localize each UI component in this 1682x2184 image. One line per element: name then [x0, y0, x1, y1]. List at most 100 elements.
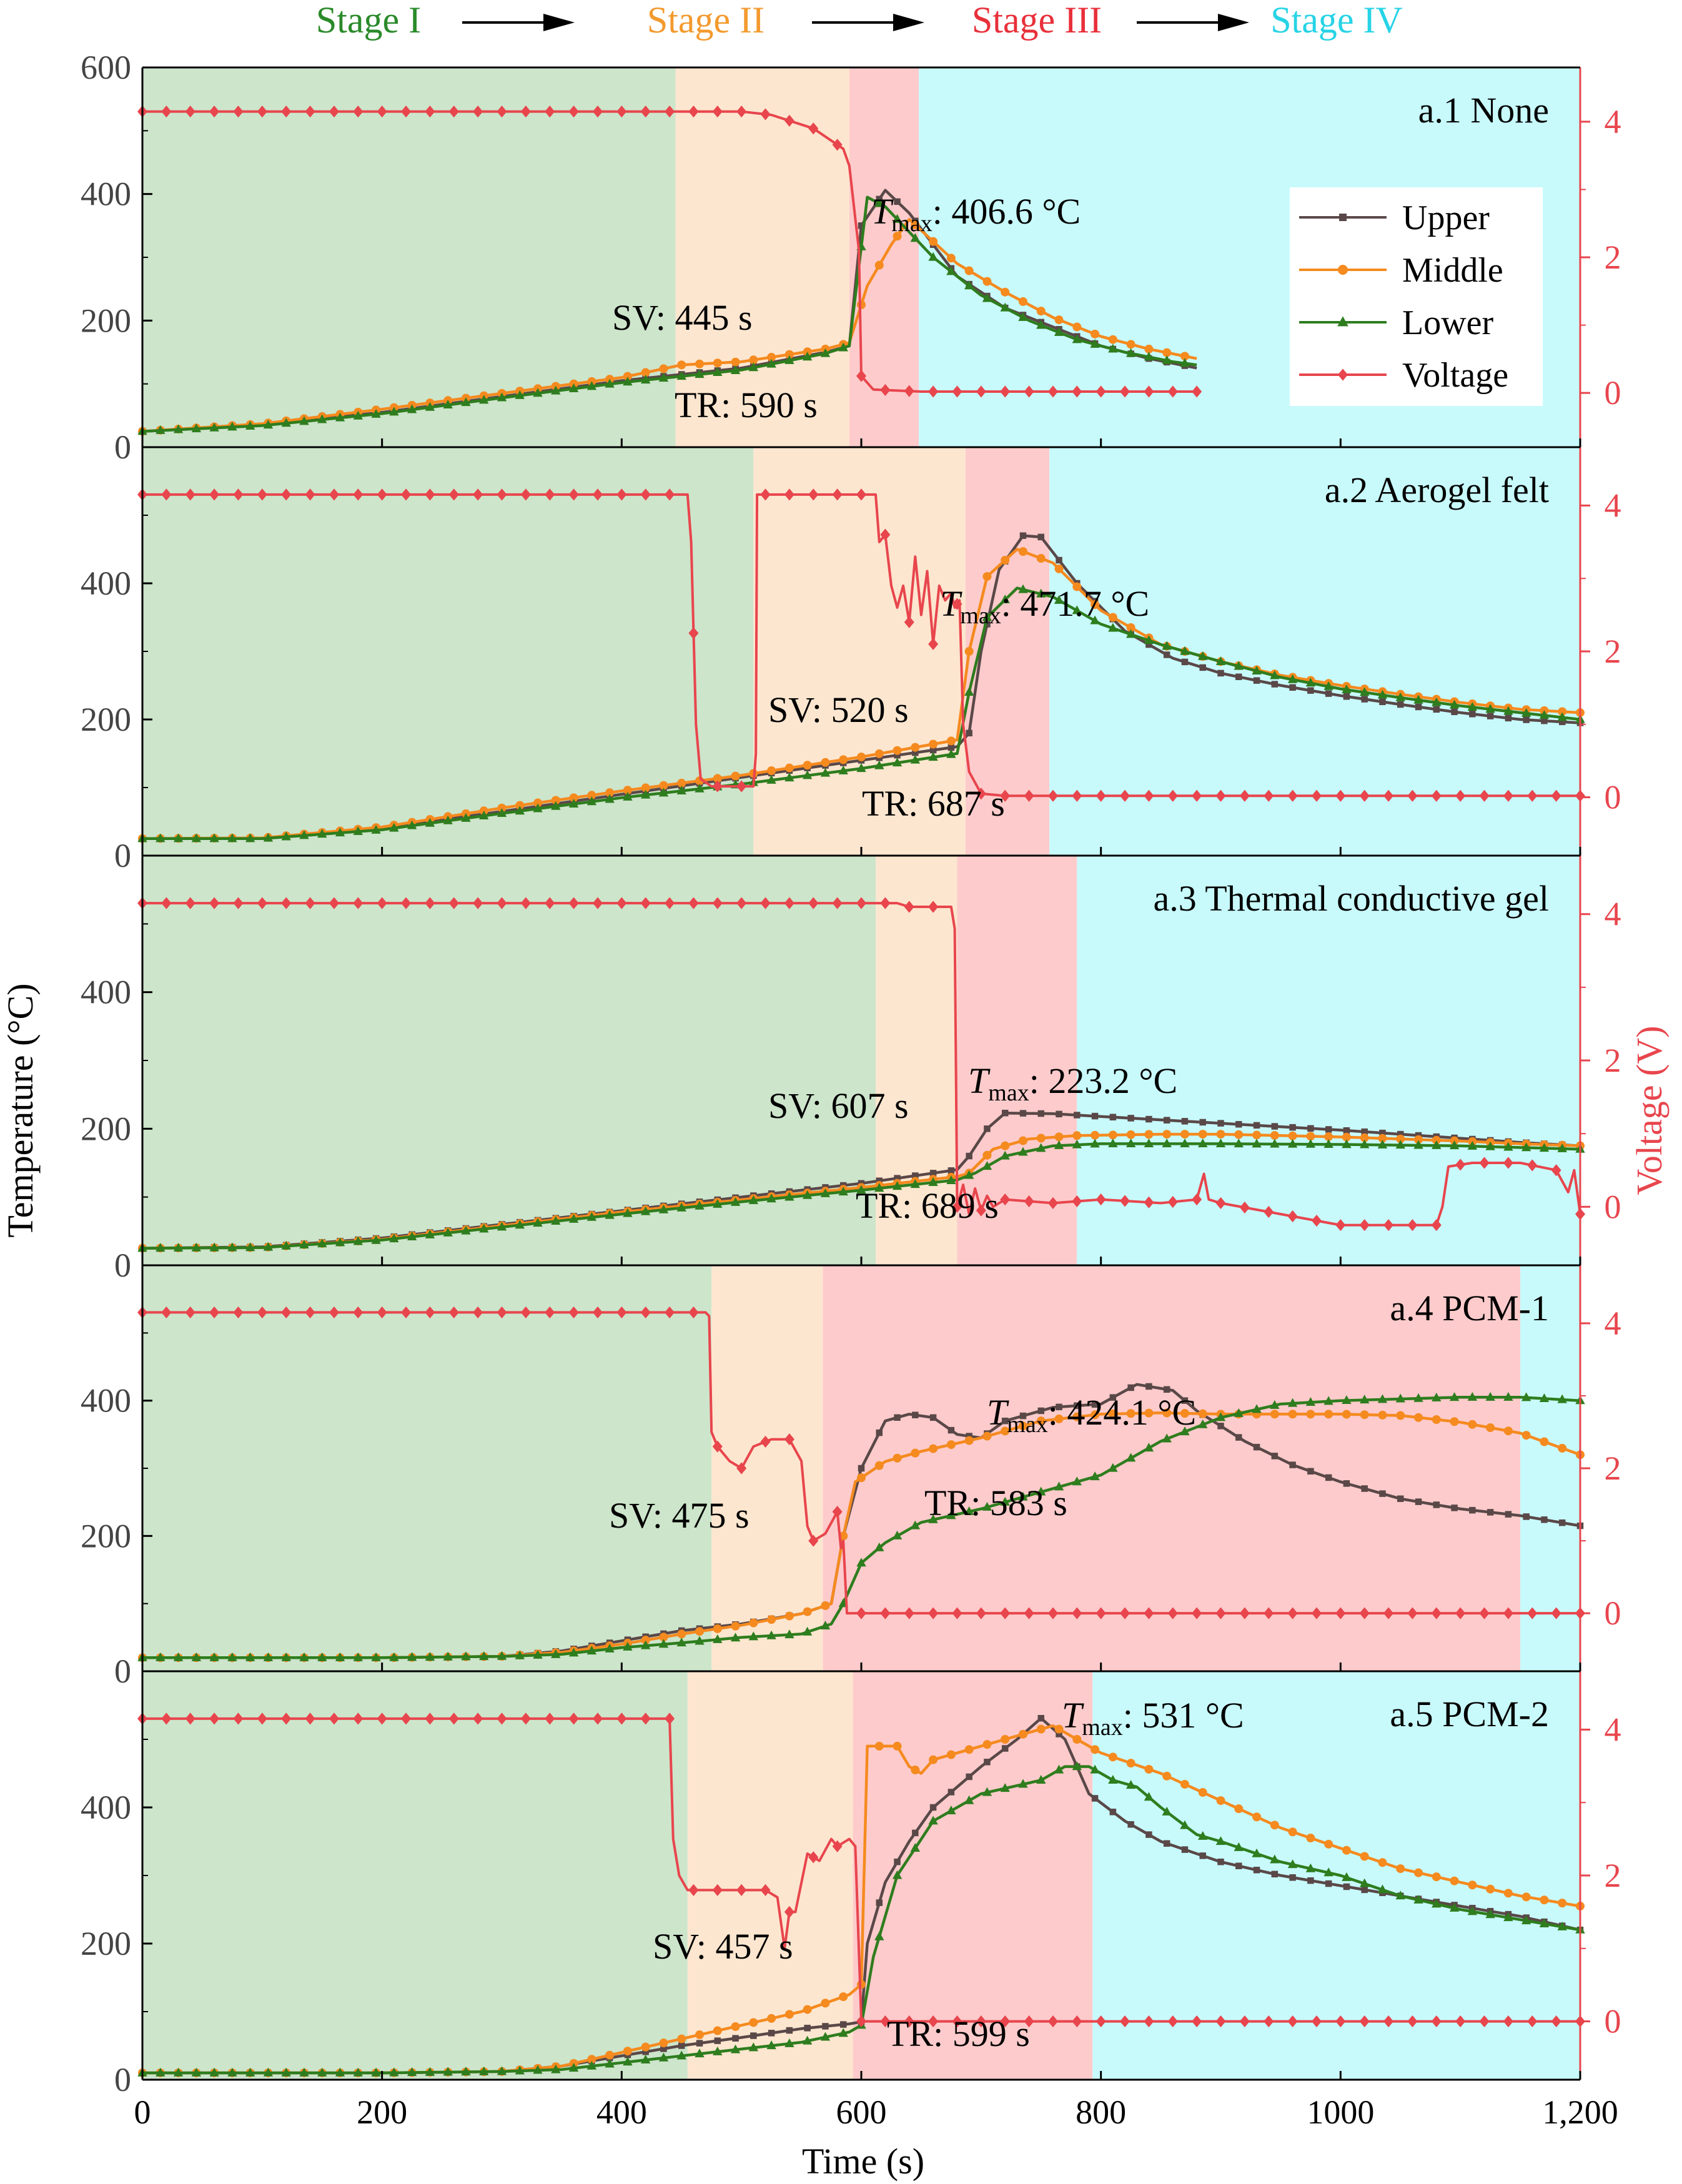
- data-point-upper: [1127, 1821, 1134, 1828]
- data-point-upper: [1541, 1516, 1548, 1523]
- data-point-middle: [1036, 1416, 1046, 1426]
- data-point-upper: [1325, 690, 1332, 697]
- data-point-lower: [299, 2067, 309, 2077]
- data-point-middle: [784, 2010, 794, 2019]
- data-point-voltage: [976, 788, 986, 800]
- panel-title: a.1 None: [1418, 90, 1549, 131]
- data-point-middle: [1252, 1130, 1262, 1140]
- data-point-lower: [892, 1870, 903, 1879]
- data-point-middle: [1558, 707, 1567, 716]
- data-point-voltage: [1311, 1214, 1322, 1227]
- data-point-middle: [1486, 1884, 1495, 1894]
- data-point-voltage: [1072, 1607, 1082, 1619]
- x-tick-label: 0: [134, 2093, 151, 2131]
- data-point-lower: [497, 392, 507, 402]
- data-point-voltage: [665, 105, 675, 118]
- data-point-middle: [1360, 1133, 1369, 1142]
- data-point-voltage: [257, 105, 267, 118]
- data-point-lower: [820, 768, 831, 777]
- data-point-voltage: [545, 488, 555, 501]
- data-point-lower: [461, 1651, 471, 1661]
- data-point-lower: [713, 1634, 723, 1643]
- data-point-upper: [1181, 1118, 1189, 1125]
- series-voltage: [137, 897, 1585, 1232]
- panel-title: a.3 Thermal conductive gel: [1154, 878, 1549, 919]
- data-point-lower: [443, 1227, 453, 1237]
- data-point-middle: [893, 1453, 902, 1463]
- data-point-middle: [1503, 1426, 1513, 1436]
- data-point-middle: [1162, 1130, 1172, 1139]
- data-point-voltage: [353, 897, 364, 909]
- data-point-upper: [1145, 641, 1152, 648]
- data-point-lower: [802, 1190, 813, 1199]
- data-point-voltage: [377, 1306, 387, 1319]
- data-point-middle: [749, 355, 758, 365]
- data-point-voltage: [1551, 2015, 1561, 2028]
- data-point-voltage: [952, 598, 962, 610]
- data-point-voltage: [1167, 385, 1178, 398]
- right-tick-label: 0: [1605, 2003, 1621, 2040]
- data-point-middle: [641, 783, 650, 793]
- data-point-middle: [857, 752, 866, 761]
- data-point-middle: [1072, 1412, 1082, 1421]
- data-point-middle: [713, 2026, 722, 2035]
- data-point-voltage: [856, 370, 866, 382]
- series-lower: [137, 1391, 1585, 1661]
- data-point-voltage: [1144, 2015, 1154, 2028]
- data-point-upper: [1019, 532, 1027, 539]
- y-tick-label: 200: [81, 701, 131, 738]
- data-point-middle: [605, 788, 615, 798]
- data-point-lower: [191, 423, 202, 433]
- data-point-lower: [1342, 1139, 1352, 1149]
- data-point-lower: [1180, 646, 1190, 655]
- data-point-upper: [1379, 1490, 1386, 1497]
- data-point-lower: [1323, 681, 1333, 690]
- data-point-voltage: [880, 2015, 891, 2028]
- data-point-upper: [1109, 1809, 1117, 1816]
- data-point-upper: [750, 2032, 757, 2039]
- data-point-middle: [551, 796, 560, 805]
- data-point-voltage: [520, 1306, 531, 1319]
- data-point-middle: [1108, 1752, 1117, 1762]
- data-point-middle: [1270, 1131, 1279, 1140]
- data-point-upper: [1235, 673, 1242, 681]
- data-point-voltage: [377, 1712, 387, 1725]
- data-point-upper: [966, 1152, 972, 1160]
- data-point-lower: [551, 385, 561, 395]
- data-point-lower: [568, 2063, 579, 2072]
- data-point-middle: [1342, 1846, 1351, 1855]
- data-point-upper: [876, 1899, 883, 1906]
- data-point-voltage: [712, 897, 723, 909]
- data-point-lower: [568, 1648, 579, 1657]
- data-point-lower: [1000, 1783, 1010, 1792]
- data-point-lower: [784, 355, 794, 364]
- data-point-middle: [605, 2050, 615, 2060]
- data-point-voltage: [233, 897, 244, 909]
- data-point-voltage: [928, 901, 939, 913]
- data-point-middle: [1234, 1804, 1244, 1814]
- data-point-middle: [839, 1992, 848, 2002]
- data-point-lower: [802, 2035, 813, 2045]
- data-point-lower: [515, 390, 525, 399]
- data-point-voltage: [1192, 789, 1202, 802]
- legend-marker-voltage: [1338, 368, 1348, 381]
- data-point-middle: [1306, 1132, 1315, 1141]
- data-point-voltage: [1047, 385, 1058, 398]
- data-point-middle: [1396, 1411, 1405, 1420]
- right-tick-label: 0: [1605, 374, 1621, 412]
- data-point-voltage: [1167, 2015, 1178, 2028]
- data-point-lower: [641, 1640, 651, 1649]
- data-point-lower: [1215, 1836, 1226, 1846]
- data-point-lower: [1395, 1890, 1405, 1900]
- data-point-lower: [407, 1231, 417, 1240]
- data-point-lower: [551, 1649, 561, 1658]
- data-point-lower: [389, 1233, 399, 1243]
- tr-annotation: TR: 583 s: [924, 1483, 1067, 1523]
- data-point-voltage: [1096, 2015, 1106, 2028]
- data-point-lower: [515, 1220, 525, 1229]
- data-point-lower: [568, 798, 579, 808]
- data-point-lower: [1432, 1392, 1442, 1401]
- data-point-voltage: [592, 488, 603, 501]
- y-tick-label: 400: [81, 1382, 131, 1420]
- legend-label-voltage: Voltage: [1402, 356, 1508, 395]
